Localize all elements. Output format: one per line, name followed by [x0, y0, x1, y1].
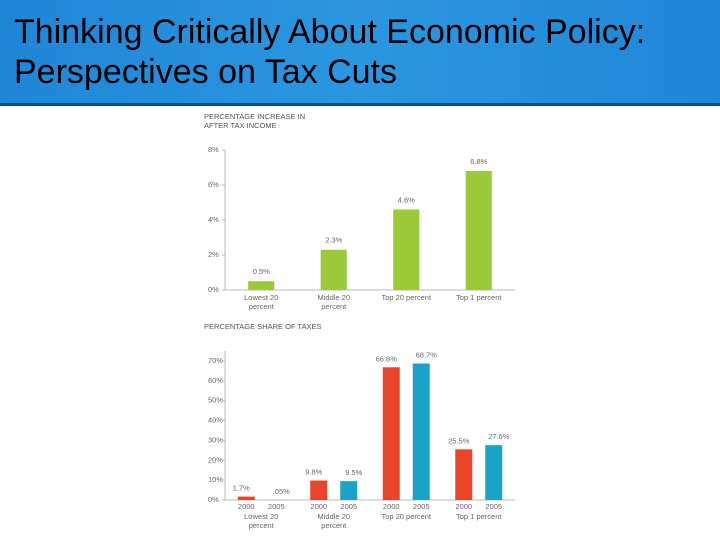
y-tick-label: 2%	[208, 250, 219, 259]
y-tick-label: 0%	[208, 285, 219, 294]
y-tick-label: 30%	[208, 435, 223, 444]
chart-title-box: PERCENTAGE SHARE OF TAXES	[204, 322, 322, 331]
x-tick-label: Top 1 percent	[456, 512, 502, 521]
bar	[320, 249, 347, 290]
bar	[382, 367, 400, 500]
bar	[248, 281, 275, 290]
x-tick-label: Top 20 percent	[381, 293, 432, 302]
series-label: 2005	[485, 502, 502, 511]
x-tick-label-box: Lowest 20 percent	[244, 293, 279, 311]
y-tick-label: 20%	[208, 455, 223, 464]
x-tick-label: Middle 20 percent	[317, 512, 351, 530]
bar	[237, 496, 255, 500]
data-label: 6.8%	[470, 157, 487, 166]
x-tick-label-box: Lowest 20 percent	[244, 512, 279, 530]
bar	[465, 171, 492, 290]
x-tick-label-box: Top 20 percent	[381, 512, 432, 521]
series-label: 2000	[238, 502, 255, 511]
x-tick-label-box: Middle 20 percent	[317, 293, 351, 311]
y-tick-label: 50%	[208, 396, 223, 405]
y-tick-label: 10%	[208, 475, 223, 484]
bar	[455, 449, 473, 500]
x-tick-label-box: Top 20 percent	[381, 293, 432, 302]
bar	[310, 480, 328, 500]
x-tick-label: Top 1 percent	[456, 293, 502, 302]
chart-title-box: PERCENTAGE INCREASE IN AFTER TAX INCOME	[204, 112, 306, 130]
y-tick-label: 4%	[208, 215, 219, 224]
chart-title: PERCENTAGE INCREASE IN AFTER TAX INCOME	[204, 112, 306, 130]
series-label: 2005	[268, 502, 285, 511]
slide-title: Thinking Critically About Economic Polic…	[14, 13, 646, 91]
data-label: 1.7%	[233, 484, 250, 493]
data-label: 0.5%	[253, 267, 270, 276]
x-tick-label-box: Top 1 percent	[456, 293, 502, 302]
series-label: 2005	[413, 502, 430, 511]
y-tick-label: 40%	[208, 416, 223, 425]
bar	[393, 209, 420, 290]
data-label: 4.6%	[398, 195, 415, 204]
data-label: 25.5%	[448, 436, 470, 445]
data-label: 9.5%	[345, 468, 362, 477]
y-tick-label: 6%	[208, 180, 219, 189]
data-label: 2.3%	[325, 236, 342, 245]
series-label: 2005	[340, 502, 357, 511]
data-label: 66.8%	[376, 354, 398, 363]
x-tick-label-box: Middle 20 percent	[317, 512, 351, 530]
series-label: 2000	[455, 502, 472, 511]
x-tick-label-box: Top 1 percent	[456, 512, 502, 521]
data-label: .05%	[273, 487, 290, 496]
bar	[340, 481, 358, 500]
data-label: 68.7%	[416, 351, 438, 360]
x-tick-label: Lowest 20 percent	[244, 293, 279, 311]
x-tick-label: Top 20 percent	[381, 512, 432, 521]
series-label: 2000	[310, 502, 327, 511]
chart-title: PERCENTAGE SHARE OF TAXES	[204, 322, 322, 331]
header-band	[0, 0, 720, 106]
data-label: 27.6%	[488, 432, 510, 441]
y-tick-label: 70%	[208, 356, 223, 365]
y-tick-label: 8%	[208, 145, 219, 154]
x-tick-label: Lowest 20 percent	[244, 512, 279, 530]
series-label: 2000	[383, 502, 400, 511]
y-tick-label: 60%	[208, 376, 223, 385]
data-label: 9.8%	[305, 468, 322, 477]
bar	[485, 445, 503, 500]
bar	[412, 363, 430, 500]
y-tick-label: 0%	[208, 495, 219, 504]
x-tick-label: Middle 20 percent	[317, 293, 351, 311]
